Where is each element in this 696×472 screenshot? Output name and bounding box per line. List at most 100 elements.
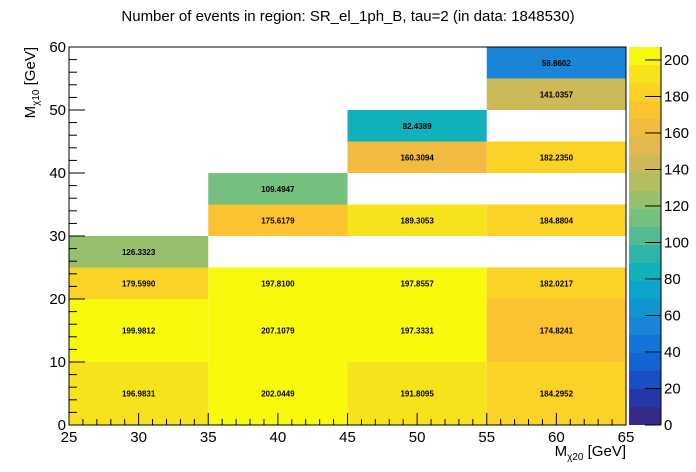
colorbar-segment bbox=[629, 407, 661, 425]
colorbar-tick-label: 160 bbox=[664, 125, 689, 142]
x-axis: 25 30 35 40 45 50 55 60 65 bbox=[61, 413, 635, 446]
colorbar-segment bbox=[629, 137, 661, 155]
y-tick-label: 40 bbox=[49, 165, 66, 182]
cell-value-label: 182.0217 bbox=[540, 279, 574, 288]
colorbar-segment bbox=[629, 173, 661, 191]
x-tick-label: 60 bbox=[548, 429, 565, 446]
x-axis-label-main: M bbox=[555, 443, 568, 460]
y-axis-label-sub: χ10 bbox=[31, 89, 42, 106]
colorbar-tick-label: 140 bbox=[664, 161, 689, 178]
cell-value-label: 191.8095 bbox=[400, 390, 434, 399]
heatmap-cell bbox=[347, 110, 487, 142]
heatmap-cell bbox=[486, 267, 626, 299]
cell-value-label: 197.8100 bbox=[261, 279, 295, 288]
colorbar-tick-label: 180 bbox=[664, 88, 689, 105]
y-axis-label-unit: [GeV] bbox=[22, 47, 39, 90]
heatmap-cell bbox=[347, 204, 487, 236]
x-tick-label: 30 bbox=[130, 429, 147, 446]
colorbar-tick-label: 100 bbox=[664, 234, 689, 251]
colorbar-segment bbox=[629, 389, 661, 407]
x-tick-label: 50 bbox=[409, 429, 426, 446]
colorbar-segment bbox=[629, 245, 661, 263]
colorbar-segment bbox=[629, 299, 661, 317]
heatmap-cell bbox=[208, 299, 348, 362]
colorbar-segment bbox=[629, 119, 661, 137]
cell-value-label: 182.2350 bbox=[540, 153, 574, 162]
cell-value-label: 175.6179 bbox=[261, 216, 295, 225]
colorbar-tick-label: 20 bbox=[664, 380, 681, 397]
cell-value-label: 126.3323 bbox=[122, 248, 156, 257]
colorbar-tick-label: 60 bbox=[664, 307, 681, 324]
x-tick-label: 55 bbox=[478, 429, 495, 446]
heatmap-cell bbox=[486, 141, 626, 173]
colorbar-tick-label: 40 bbox=[664, 344, 681, 361]
colorbar-segment bbox=[629, 101, 661, 119]
colorbar-segment bbox=[629, 191, 661, 209]
heatmap-cell bbox=[486, 299, 626, 362]
y-tick-label: 20 bbox=[49, 291, 66, 308]
cell-value-label: 207.1079 bbox=[261, 327, 295, 336]
x-tick-label: 65 bbox=[618, 429, 635, 446]
cell-value-label: 141.0357 bbox=[540, 90, 574, 99]
colorbar-tick-label: 0 bbox=[664, 417, 672, 434]
x-tick-label: 25 bbox=[61, 429, 78, 446]
cell-value-label: 202.0449 bbox=[261, 390, 295, 399]
cell-value-label: 174.8241 bbox=[540, 327, 574, 336]
cell-value-label: 179.5990 bbox=[122, 279, 156, 288]
y-tick-label: 0 bbox=[58, 417, 66, 434]
colorbar-tick-label: 120 bbox=[664, 198, 689, 215]
y-tick-label: 50 bbox=[49, 102, 66, 119]
heatmap-cell bbox=[347, 267, 487, 299]
heatmap-cell bbox=[347, 299, 487, 362]
y-axis: 0 10 20 30 40 50 60 bbox=[49, 39, 85, 434]
cell-value-label: 196.9831 bbox=[122, 390, 156, 399]
x-tick-label: 40 bbox=[270, 429, 287, 446]
colorbar-segment bbox=[629, 209, 661, 227]
y-tick-label: 10 bbox=[49, 354, 66, 371]
y-axis-label-main: M bbox=[22, 106, 39, 119]
cell-value-label: 197.8557 bbox=[400, 279, 434, 288]
heatmap-cell-labels: 196.9831 202.0449 191.8095 184.2952 199.9812… bbox=[122, 59, 574, 399]
colorbar-tick-label: 80 bbox=[664, 271, 681, 288]
colorbar-tick-label: 200 bbox=[664, 52, 689, 69]
cell-value-label: 189.3053 bbox=[400, 216, 434, 225]
cell-value-label: 199.9812 bbox=[122, 327, 156, 336]
colorbar-segment bbox=[629, 371, 661, 389]
heatmap-cell bbox=[486, 78, 626, 110]
cell-value-label: 160.3094 bbox=[400, 153, 434, 162]
heatmap-cell bbox=[69, 299, 209, 362]
cell-value-label: 184.2952 bbox=[540, 390, 574, 399]
colorbar-segment bbox=[629, 65, 661, 83]
heatmap-cell bbox=[208, 173, 348, 205]
cell-value-label: 197.3331 bbox=[400, 327, 434, 336]
heatmap-cell bbox=[208, 204, 348, 236]
x-tick-label: 35 bbox=[200, 429, 217, 446]
cell-value-label: 58.8602 bbox=[542, 59, 571, 68]
y-tick-label: 60 bbox=[49, 39, 66, 56]
heatmap-cell bbox=[347, 141, 487, 173]
y-tick-label: 30 bbox=[49, 228, 66, 245]
x-axis-label-sub: χ20 bbox=[567, 452, 584, 463]
heatmap-cell bbox=[69, 236, 209, 268]
colorbar-axis: 0 20 40 60 80 100 120 140 160 180 200 bbox=[645, 47, 689, 434]
colorbar-segment bbox=[629, 227, 661, 245]
colorbar-segment bbox=[629, 263, 661, 281]
cell-value-label: 82.4389 bbox=[403, 122, 432, 131]
colorbar-segment bbox=[629, 83, 661, 101]
x-tick-label: 45 bbox=[339, 429, 356, 446]
colorbar-segment bbox=[629, 353, 661, 371]
colorbar-segment bbox=[629, 47, 661, 65]
colorbar bbox=[629, 47, 661, 425]
cell-value-label: 109.4947 bbox=[261, 185, 295, 194]
heatmap-cells bbox=[69, 47, 626, 425]
cell-value-label: 184.8804 bbox=[540, 216, 574, 225]
y-axis-label: Mχ10 [GeV] bbox=[22, 47, 42, 118]
colorbar-segment bbox=[629, 317, 661, 335]
x-axis-label-unit: [GeV] bbox=[583, 443, 626, 460]
chart-title: Number of events in region: SR_el_1ph_B,… bbox=[121, 8, 574, 25]
x-axis-label: Mχ20 [GeV] bbox=[555, 443, 626, 463]
heatmap-cell bbox=[486, 204, 626, 236]
heatmap-cell bbox=[69, 267, 209, 299]
colorbar-segment bbox=[629, 281, 661, 299]
